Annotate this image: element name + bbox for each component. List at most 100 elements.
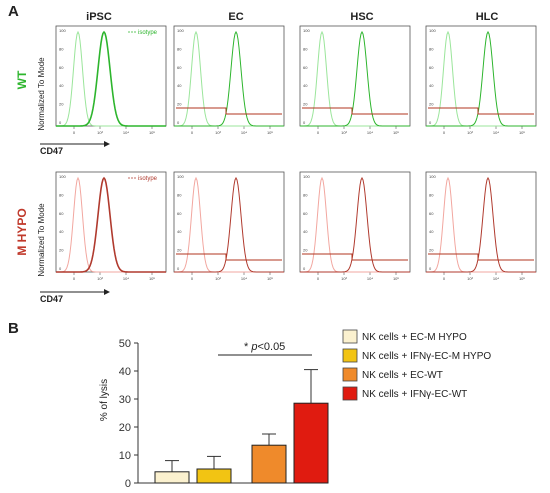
bar-legend: NK cells + EC-M HYPO NK cells + IFNγ-EC-M… [342, 329, 491, 401]
x-tick-label: 10⁵ [393, 130, 399, 135]
y-tick-label: 80 [59, 192, 64, 197]
y-tick-label: 80 [429, 192, 434, 197]
column-title-hsc: HSC [350, 11, 373, 23]
y-tick-label: 0 [59, 266, 62, 271]
bar-ylabel: % of lysis [99, 379, 110, 421]
x-tick-label: 10³ [341, 130, 347, 135]
sample-curve [426, 30, 536, 127]
y-tick-label: 40 [119, 366, 131, 378]
y-tick-label: 80 [177, 46, 182, 51]
histogram-frame [173, 171, 285, 273]
sample-curve [174, 30, 284, 127]
x-tick-label: 10³ [215, 130, 221, 135]
x-tick-label: 10⁴ [123, 130, 129, 135]
y-tick-label: 40 [59, 229, 64, 234]
ylabel-m-hypo: Normalized To Mode [37, 203, 46, 277]
x-tick-label: 10⁵ [519, 276, 525, 281]
x-tick-label: 10⁴ [241, 276, 247, 281]
histogram-frame [425, 25, 537, 127]
panel-letter-a: A [8, 3, 19, 20]
y-tick-label: 80 [429, 46, 434, 51]
y-tick-label: 40 [429, 83, 434, 88]
gate-line [176, 253, 282, 261]
y-tick-label: 60 [177, 211, 182, 216]
row-label-wt: WT [15, 70, 29, 89]
column-title-hlc: HLC [476, 11, 499, 23]
y-tick-label: 20 [177, 102, 182, 107]
isotype-legend-label: isotype [138, 30, 158, 36]
y-tick-label: 100 [59, 28, 66, 33]
legend-label: NK cells + EC-WT [362, 370, 443, 381]
histogram-frame [299, 171, 411, 273]
histogram-wt-hsc: 100 80 60 40 20 0 0 10³ 10⁴ 10⁵ [299, 25, 411, 135]
y-tick-label: 60 [303, 211, 308, 216]
y-tick-label: 40 [59, 83, 64, 88]
y-tick-label: 20 [119, 422, 131, 434]
y-tick-label: 0 [303, 120, 306, 125]
histogram-hypo-ipsc: 100 80 60 40 20 0 0 10³ 10⁴ 10⁵ isotype [55, 171, 167, 281]
x-tick-label: 10³ [467, 276, 473, 281]
y-tick-label: 20 [177, 248, 182, 253]
y-tick-label: 0 [59, 120, 62, 125]
y-tick-label: 0 [429, 266, 432, 271]
y-tick-label: 20 [59, 248, 64, 253]
x-tick-label: 10⁵ [149, 276, 155, 281]
x-tick-label: 10⁴ [241, 130, 247, 135]
cd47-arrow-m-hypo [40, 289, 110, 295]
y-tick-label: 100 [429, 28, 436, 33]
legend-swatch [342, 386, 358, 401]
x-tick-label: 10⁴ [123, 276, 129, 281]
histogram-hypo-hsc: 100 80 60 40 20 0 0 10³ 10⁴ 10⁵ [299, 171, 411, 281]
y-tick-label: 60 [59, 65, 64, 70]
bar-chart: % of lysis 0 10 20 30 40 50 * p<0.05 NK cells… [99, 329, 491, 490]
row-label-m-hypo: M HYPO [15, 208, 29, 255]
legend-swatch [342, 367, 358, 382]
bar [196, 468, 232, 484]
legend-label: NK cells + IFNγ-EC-M HYPO [362, 351, 491, 362]
x-tick-label: 10⁵ [149, 130, 155, 135]
column-title-ec: EC [228, 11, 243, 23]
x-tick-label: 10³ [97, 130, 103, 135]
y-tick-label: 60 [59, 211, 64, 216]
y-tick-label: 20 [429, 102, 434, 107]
x-tick-label: 10³ [467, 130, 473, 135]
legend-label: NK cells + EC-M HYPO [362, 332, 467, 343]
y-tick-label: 100 [303, 28, 310, 33]
xlabel-cd47-wt: CD47 [40, 146, 63, 156]
y-tick-label: 20 [59, 102, 64, 107]
histogram-wt-ec: 100 80 60 40 20 0 0 10³ 10⁴ 10⁵ [173, 25, 285, 135]
sample-curve [300, 176, 410, 273]
legend-label: NK cells + IFNγ-EC-WT [362, 389, 467, 400]
y-tick-label: 60 [429, 65, 434, 70]
x-tick-label: 0 [443, 276, 446, 281]
y-tick-label: 0 [177, 120, 180, 125]
sample-curve [56, 30, 166, 127]
y-tick-label: 60 [177, 65, 182, 70]
x-tick-label: 10⁴ [367, 130, 373, 135]
y-tick-label: 0 [125, 478, 131, 490]
histogram-wt-hlc: 100 80 60 40 20 0 0 10³ 10⁴ 10⁵ [425, 25, 537, 135]
y-tick-label: 80 [303, 192, 308, 197]
significance-label: * p<0.05 [244, 341, 285, 353]
y-tick-label: 100 [59, 174, 66, 179]
bar [293, 402, 329, 484]
sample-curve [56, 176, 166, 273]
y-tick-label: 100 [177, 174, 184, 179]
x-tick-label: 0 [73, 130, 76, 135]
y-tick-label: 0 [303, 266, 306, 271]
x-tick-label: 10⁵ [267, 130, 273, 135]
histogram-wt-ipsc: 100 80 60 40 20 0 0 10³ 10⁴ 10⁵ isotype [55, 25, 167, 135]
panel-letter-b: B [8, 320, 19, 337]
y-tick-label: 20 [303, 248, 308, 253]
ylabel-wt: Normalized To Mode [37, 57, 46, 131]
cd47-arrow-wt [40, 141, 110, 147]
xlabel-cd47-m-hypo: CD47 [40, 294, 63, 304]
y-tick-label: 40 [177, 229, 182, 234]
gate-line [428, 253, 534, 261]
y-tick-label: 40 [303, 229, 308, 234]
x-tick-label: 10⁴ [493, 276, 499, 281]
y-tick-label: 50 [119, 338, 131, 350]
x-tick-label: 10⁵ [267, 276, 273, 281]
x-tick-label: 0 [191, 276, 194, 281]
